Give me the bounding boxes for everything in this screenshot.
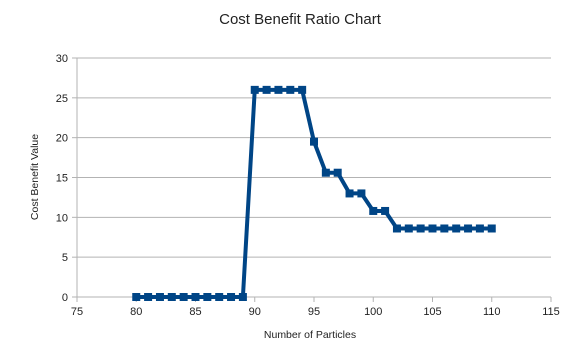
x-tick-label: 85 <box>189 306 201 318</box>
data-point-marker <box>238 293 247 301</box>
data-point-marker <box>428 224 437 233</box>
data-point-marker <box>132 293 141 301</box>
data-point-marker <box>262 85 271 94</box>
data-point-marker <box>440 224 449 233</box>
data-point-marker <box>333 168 342 177</box>
data-point-marker <box>464 224 473 233</box>
data-point-marker <box>416 224 425 233</box>
x-tick-label: 90 <box>249 306 261 318</box>
data-point-marker <box>321 168 330 177</box>
data-point-marker <box>357 189 366 198</box>
chart-title: Cost Benefit Ratio Chart <box>219 11 382 28</box>
y-tick-label: 10 <box>56 212 68 224</box>
series-line-0 <box>136 87 492 299</box>
x-tick-label: 75 <box>71 306 83 318</box>
data-point-marker <box>179 293 188 301</box>
data-point-marker <box>191 293 200 301</box>
data-point-marker <box>310 137 318 146</box>
y-tick-label: 25 <box>56 93 68 105</box>
data-point-marker <box>215 293 224 301</box>
data-point-marker <box>475 224 484 233</box>
data-point-marker <box>381 206 390 215</box>
data-point-marker <box>487 224 496 233</box>
x-tick-label: 95 <box>308 306 320 318</box>
data-point-marker <box>345 189 354 198</box>
data-point-marker <box>369 206 378 215</box>
data-point-marker <box>274 85 283 94</box>
y-tick-label: 15 <box>56 173 68 185</box>
y-tick-label: 0 <box>62 292 68 304</box>
data-point-marker <box>144 293 153 301</box>
x-tick-label: 100 <box>364 306 382 318</box>
data-point-marker <box>227 293 236 301</box>
series-line <box>136 87 492 299</box>
y-tick-label: 20 <box>56 133 68 145</box>
data-point-marker <box>392 224 401 233</box>
data-point-marker <box>298 85 307 94</box>
data-markers <box>132 85 496 301</box>
x-axis-ticks: 75 80 85 90 95 100 105 110 115 <box>71 297 560 318</box>
data-point-marker <box>167 293 176 301</box>
y-axis-ticks: 0 5 10 15 20 25 30 <box>56 53 77 304</box>
gridlines <box>77 57 551 298</box>
x-axis-label: Number of Particles <box>264 329 356 341</box>
y-axis-label: Cost Benefit Value <box>29 134 41 220</box>
data-point-marker <box>404 224 413 233</box>
data-point-marker <box>203 293 212 301</box>
data-point-marker <box>452 224 461 233</box>
x-tick-label: 80 <box>130 306 142 318</box>
data-point-marker <box>155 293 164 301</box>
x-tick-label: 105 <box>423 306 441 318</box>
x-tick-label: 110 <box>483 306 501 318</box>
data-point-marker <box>250 85 259 94</box>
y-tick-label: 30 <box>56 53 68 65</box>
x-tick-label: 115 <box>542 306 560 318</box>
y-tick-label: 5 <box>62 252 68 264</box>
data-point-marker <box>286 85 295 94</box>
